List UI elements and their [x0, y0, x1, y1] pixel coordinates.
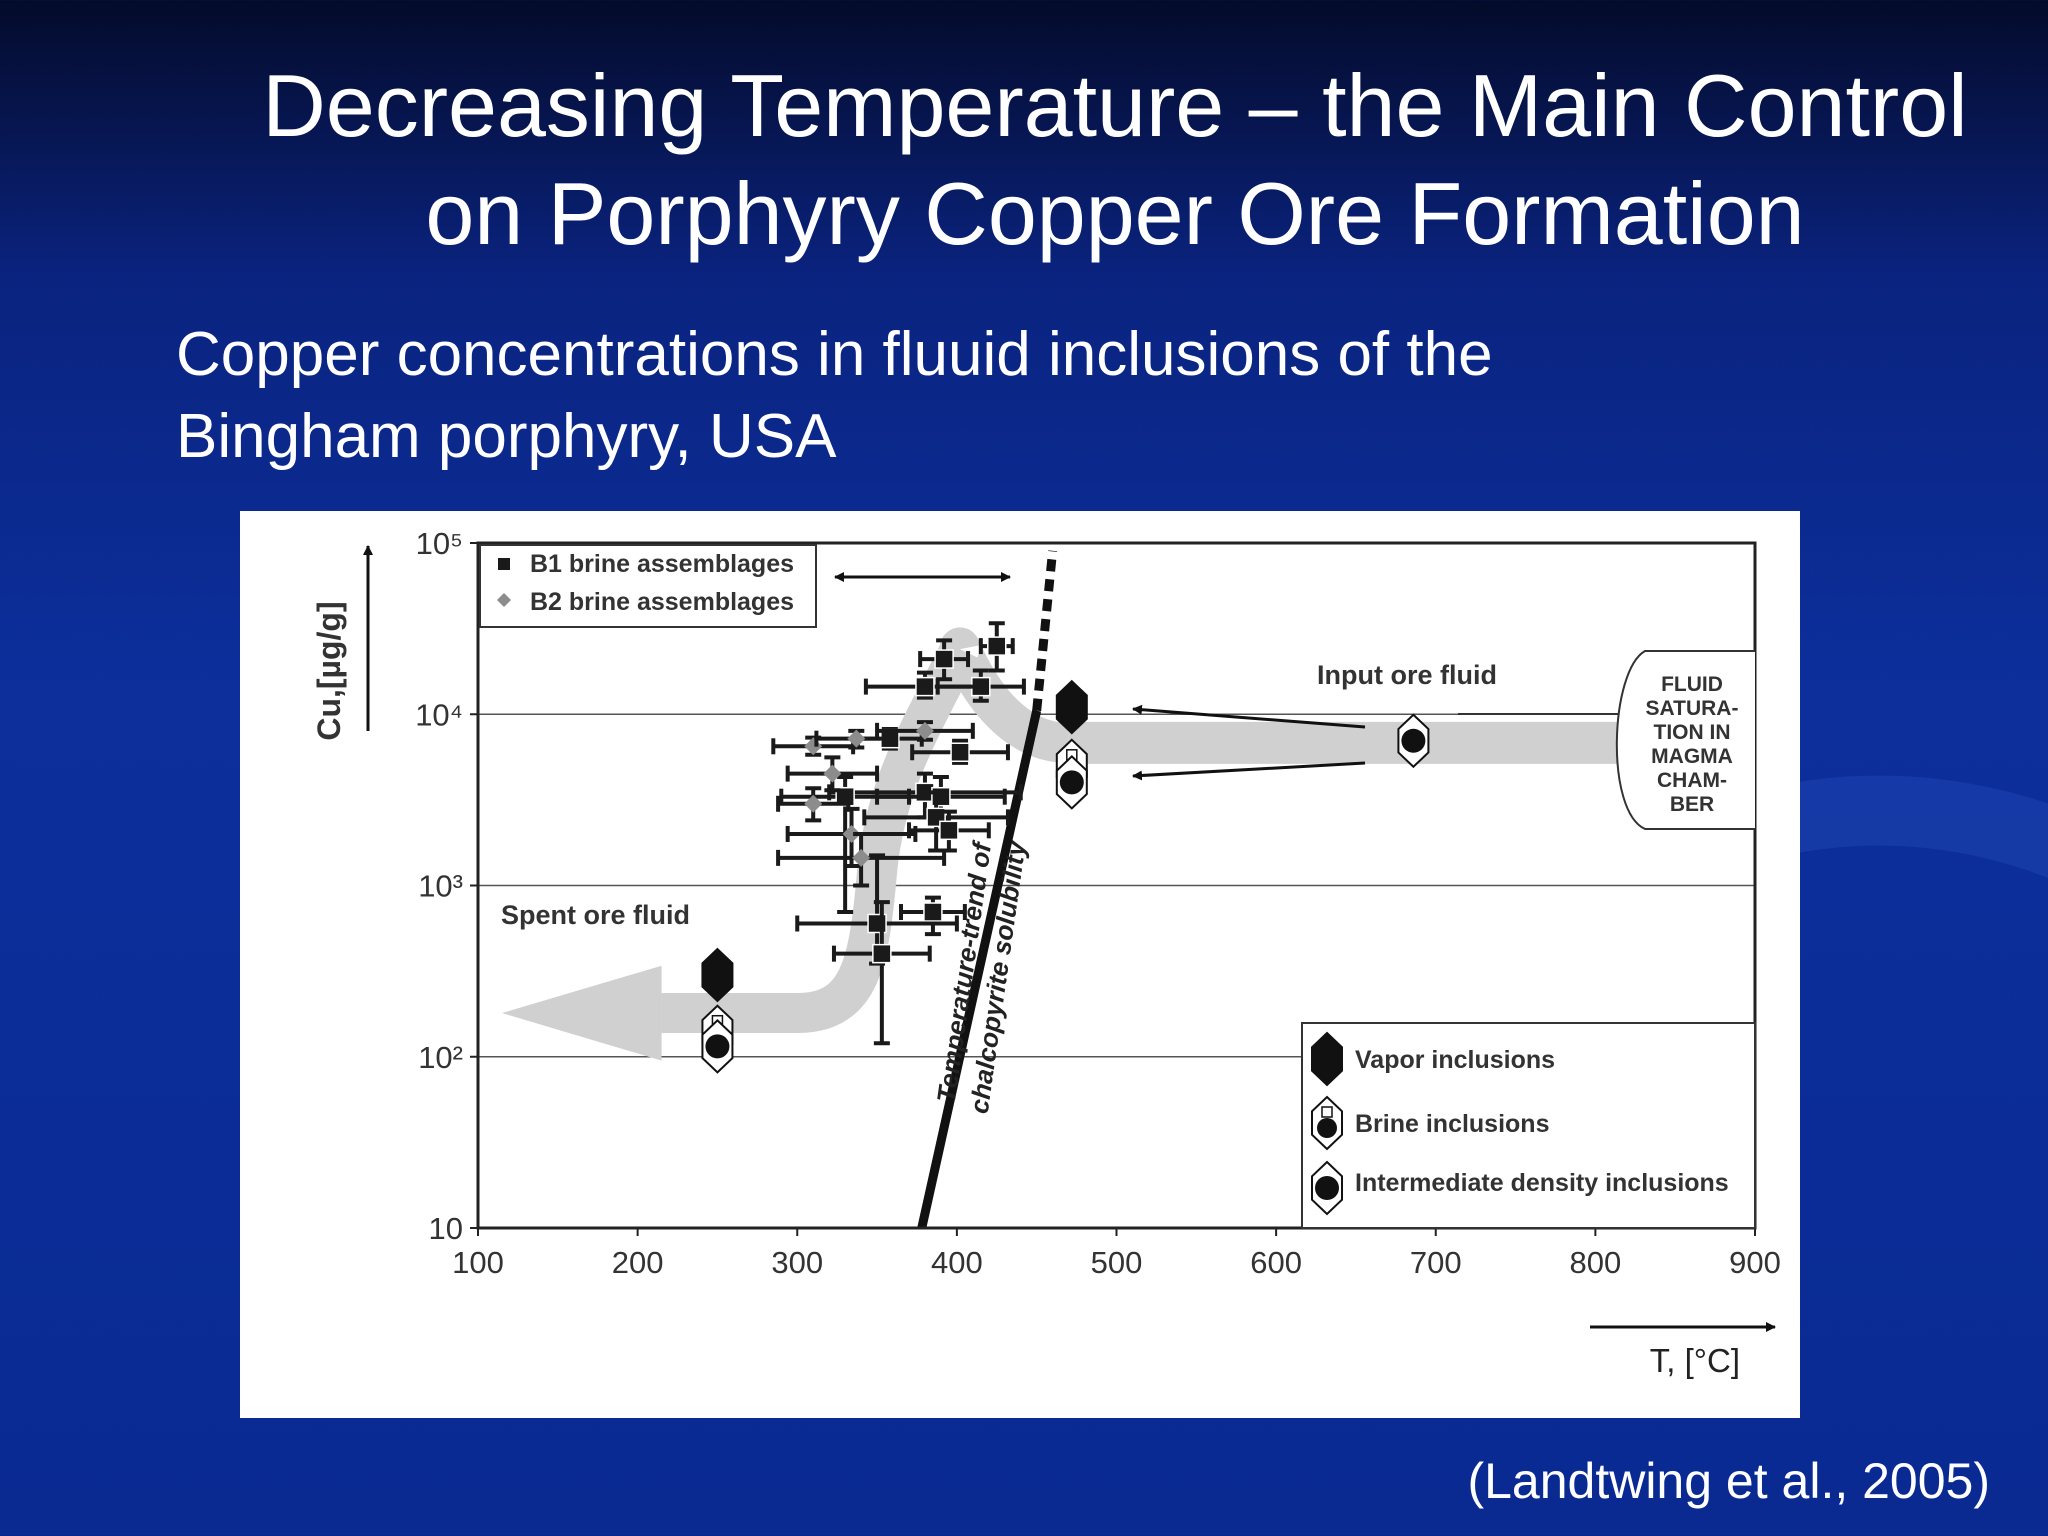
- y-tick-label: 10³: [418, 869, 463, 904]
- diamond-marker: [915, 721, 934, 740]
- legend-b2-swatch: [497, 593, 511, 607]
- legend-vapor-label: Vapor inclusions: [1355, 1046, 1555, 1074]
- legend-brine-swatch: [1311, 1095, 1343, 1151]
- slide-subtitle: Copper concentrations in fluuid inclusio…: [176, 314, 1876, 478]
- legend-intermediate-label: Intermediate density inclusions: [1355, 1169, 1729, 1197]
- fluid-box-line: BER: [1670, 793, 1714, 816]
- fluid-box-line: FLUID: [1661, 673, 1723, 696]
- data-point: [950, 742, 970, 762]
- diamond-marker: [823, 764, 842, 783]
- data-point: [987, 636, 1007, 656]
- y-tick-label: 10⁵: [416, 526, 463, 561]
- vapor-inclusion-marker: [1055, 679, 1088, 735]
- fluid-box-line: MAGMA: [1651, 745, 1733, 768]
- data-point: [852, 848, 871, 867]
- x-tick-label: 900: [1729, 1245, 1781, 1280]
- solubility-trend-line: [917, 709, 1042, 1229]
- y-tick-label: 10²: [418, 1040, 463, 1075]
- legend-intermediate-swatch: [1311, 1160, 1343, 1216]
- spent-ore-fluid-label: Spent ore fluid: [501, 900, 690, 930]
- square-marker: [915, 676, 935, 697]
- data-point: [804, 737, 823, 756]
- legend-b1-label: B1 brine assemblages: [530, 550, 794, 578]
- data-point: [915, 676, 935, 697]
- series-b1-brine-assemblages: [779, 621, 1026, 1046]
- legend-top-box: [479, 544, 817, 628]
- y-tick-label: 10: [429, 1211, 463, 1246]
- input-arrow-upper: [1132, 704, 1366, 729]
- y-axis-label: Cu,[µg/g]: [311, 601, 347, 740]
- x-tick-label: 100: [452, 1245, 504, 1280]
- vapor-inclusion-marker: [1311, 1031, 1343, 1087]
- intermediate-bubble: [1401, 728, 1426, 753]
- square-marker: [987, 636, 1007, 656]
- input-ore-fluid-label: Input ore fluid: [1317, 660, 1497, 690]
- x-tick-label: 400: [931, 1245, 983, 1280]
- data-point: [847, 729, 866, 748]
- data-point: [823, 764, 842, 783]
- solubility-trend-dashed: [1032, 550, 1058, 712]
- intermediate-bubble: [1059, 770, 1084, 795]
- data-point: [701, 947, 734, 1003]
- data-point: [842, 824, 861, 843]
- data-point: [804, 794, 823, 813]
- x-tick-label: 800: [1570, 1245, 1622, 1280]
- x-tick-label: 700: [1410, 1245, 1462, 1280]
- copper-temperature-chart: 100 200 300 400 500 600 700 800 900 10 10² 10³ 10⁴ 10…: [311, 526, 1781, 1379]
- title-line-2: on Porphyry Copper Ore Formation: [425, 164, 1805, 263]
- data-point: [872, 943, 892, 964]
- brine-crystal: [1321, 1106, 1333, 1118]
- square-marker: [923, 902, 943, 922]
- brine-bubble: [1317, 1118, 1337, 1138]
- data-point: [1055, 755, 1088, 810]
- data-point: [934, 649, 954, 669]
- intermediate-bubble: [705, 1034, 730, 1059]
- title-line-1: Decreasing Temperature – the Main Contro…: [262, 56, 1968, 155]
- data-point: [701, 1018, 734, 1074]
- subtitle-line-2: Bingham porphyry, USA: [176, 402, 837, 471]
- diamond-marker: [852, 848, 871, 867]
- input-arrow-lower: [1132, 761, 1366, 781]
- diamond-marker: [847, 729, 866, 748]
- diamond-marker: [842, 824, 861, 843]
- series-vapor-inclusions: [701, 679, 1088, 1003]
- square-marker: [950, 742, 970, 762]
- legend-bottom-box: [1301, 1022, 1756, 1229]
- fluid-box-line: TION IN: [1654, 721, 1731, 744]
- series-intermediate-density-inclusions: [701, 713, 1430, 1074]
- fluid-box-line: SATURA-: [1646, 697, 1739, 720]
- x-tick-label: 200: [612, 1245, 664, 1280]
- data-point: [915, 721, 934, 740]
- square-marker: [872, 943, 892, 964]
- x-axis-label: T, [°C]: [1650, 1342, 1740, 1379]
- fluid-box-line: CHAM-: [1657, 769, 1727, 792]
- spent-fluid-arrowhead: [501, 965, 662, 1061]
- citation: (Landtwing et al., 2005): [1467, 1453, 1990, 1509]
- diamond-marker: [804, 737, 823, 756]
- series-b2-brine-assemblages: [771, 720, 975, 888]
- legend-b2-label: B2 brine assemblages: [530, 588, 794, 616]
- slide-title: Decreasing Temperature – the Main Contro…: [190, 52, 2040, 268]
- x-tick-label: 300: [771, 1245, 823, 1280]
- vapor-inclusion-marker: [701, 947, 734, 1003]
- x-tick-label: 600: [1250, 1245, 1302, 1280]
- legend-brine-label: Brine inclusions: [1355, 1110, 1549, 1138]
- intermediate-bubble: [1315, 1176, 1339, 1200]
- data-point: [1055, 679, 1088, 735]
- square-marker: [939, 820, 959, 841]
- fluid-saturation-box: [1615, 650, 1755, 830]
- legend-vapor-swatch: [1311, 1031, 1343, 1087]
- data-point: [939, 820, 959, 841]
- data-point: [923, 902, 943, 922]
- y-tick-label: 10⁴: [415, 697, 463, 732]
- x-tick-label: 500: [1091, 1245, 1143, 1280]
- subtitle-line-1: Copper concentrations in fluuid inclusio…: [176, 320, 1493, 389]
- chart-panel: 100 200 300 400 500 600 700 800 900 10 10² 10³ 10⁴ 10…: [240, 511, 1800, 1418]
- square-marker: [934, 649, 954, 669]
- diamond-marker: [804, 794, 823, 813]
- legend-b1-swatch: [498, 558, 510, 570]
- data-point: [1397, 713, 1430, 769]
